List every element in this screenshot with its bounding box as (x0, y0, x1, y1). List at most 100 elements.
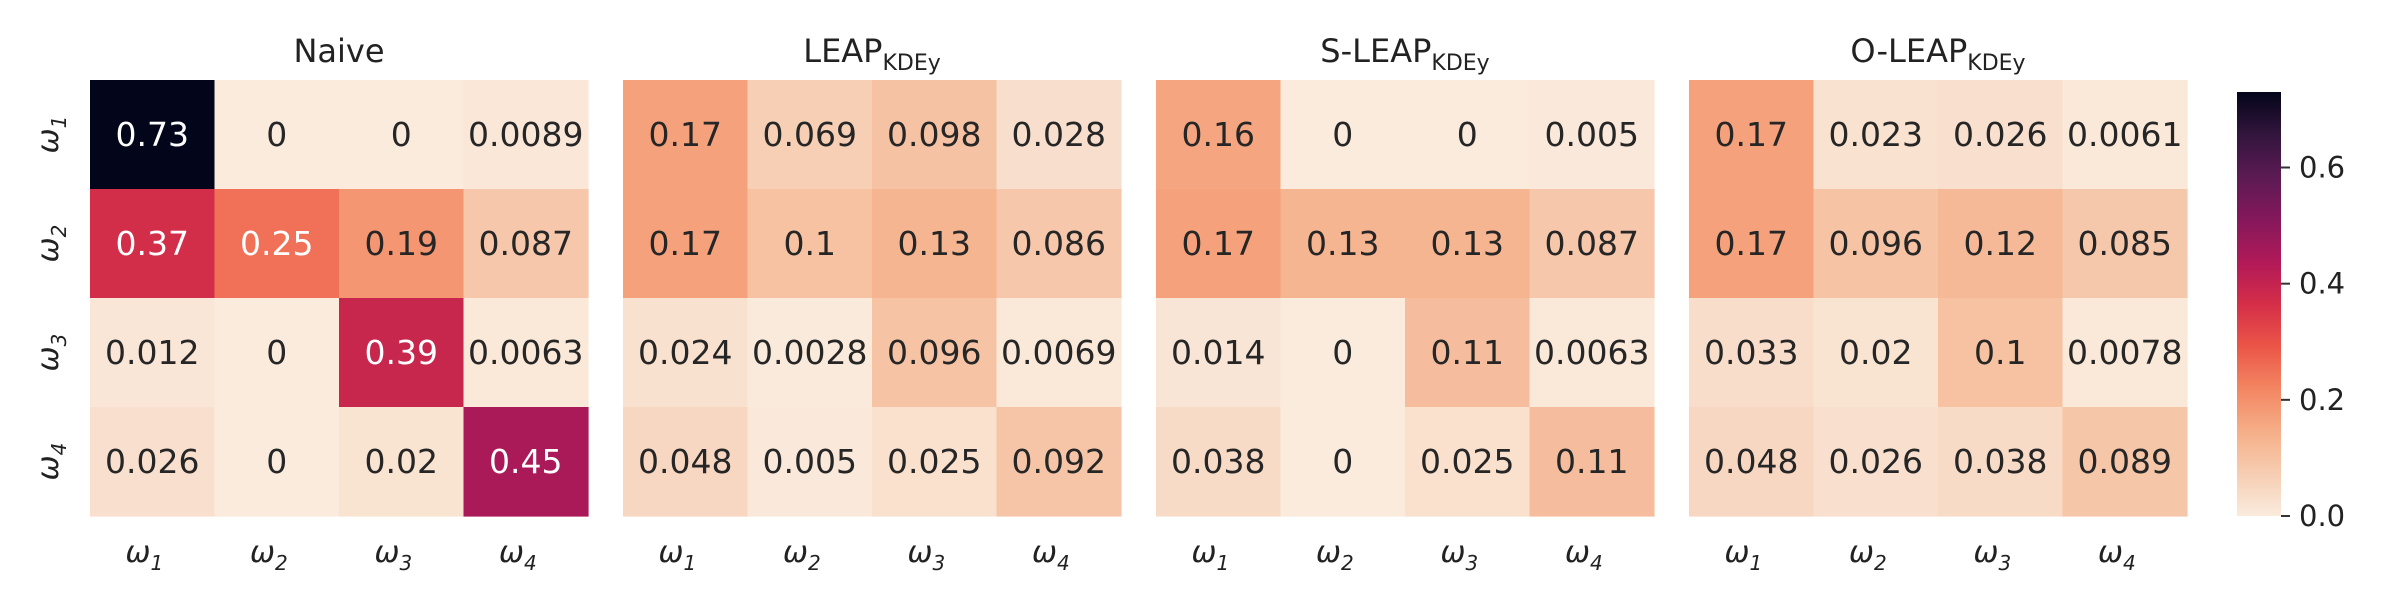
heatmap-cell (1156, 189, 1282, 299)
heatmap-cell (1813, 80, 1939, 190)
cell-value-label: 0.096 (1829, 224, 1923, 263)
heatmap-cell (872, 407, 998, 517)
heatmap-cell (90, 189, 216, 299)
cell-value-label: 0.098 (887, 115, 981, 154)
heatmap-cell (996, 189, 1122, 299)
heatmap-cell (1156, 407, 1282, 517)
cell-value-label: 0.038 (1171, 442, 1265, 481)
heatmap-cell (1405, 80, 1531, 190)
cell-value-label: 0.45 (489, 442, 562, 481)
heatmap-cell (2062, 80, 2188, 190)
cell-value-label: 0.087 (479, 224, 573, 263)
x-tick-label: ω3 (374, 535, 412, 575)
heatmap-cell (1156, 298, 1282, 408)
x-tick-label: ω1 (1724, 535, 1762, 575)
cell-value-label: 0.02 (1839, 333, 1912, 372)
cell-value-label: 0.033 (1704, 333, 1798, 372)
cell-value-label: 0.005 (1545, 115, 1639, 154)
heatmap-cell (1280, 189, 1406, 299)
cell-value-label: 0.0061 (2067, 115, 2182, 154)
cell-value-label: 0.37 (116, 224, 189, 263)
heatmap-panel: O-LEAPKDEy 0.17 0.023 0.026 0.0061 0.17 0.096 0… (1689, 32, 2188, 575)
cell-value-label: 0 (1332, 115, 1353, 154)
cell-value-label: 0.014 (1171, 333, 1265, 372)
x-tick-label: ω3 (907, 535, 945, 575)
cell-value-label: 0.17 (1715, 224, 1788, 263)
heatmap-cell (90, 407, 216, 517)
cell-value-label: 0.17 (1715, 115, 1788, 154)
heatmap-cell (1405, 189, 1531, 299)
heatmap-cell (90, 298, 216, 408)
heatmap-cell (339, 407, 465, 517)
heatmap-cell (872, 80, 998, 190)
cell-value-label: 0 (391, 115, 412, 154)
colorbar-gradient (2237, 92, 2281, 516)
colorbar-tick-label: 0.4 (2299, 267, 2345, 301)
cell-value-label: 0.11 (1555, 442, 1628, 481)
heatmap-cell (463, 407, 589, 517)
x-tick-label: ω4 (2098, 535, 2136, 575)
cell-value-label: 0.086 (1012, 224, 1106, 263)
cell-value-label: 0.16 (1182, 115, 1255, 154)
x-tick-label: ω2 (250, 535, 288, 575)
cell-value-label: 0.025 (1420, 442, 1514, 481)
cell-value-label: 0.0078 (2067, 333, 2182, 372)
heatmap-cell (2062, 298, 2188, 408)
x-tick-label: ω4 (1565, 535, 1603, 575)
heatmap-cell (1689, 407, 1815, 517)
cell-value-label: 0.0069 (1001, 333, 1116, 372)
cell-value-label: 0.012 (105, 333, 199, 372)
heatmap-cell (1156, 80, 1282, 190)
cell-value-label: 0.087 (1545, 224, 1639, 263)
heatmap-cell (747, 407, 873, 517)
heatmap-cell (214, 189, 340, 299)
cell-value-label: 0.11 (1431, 333, 1504, 372)
heatmap-cell (90, 80, 216, 190)
cell-value-label: 0.023 (1829, 115, 1923, 154)
heatmap-cell (1813, 189, 1939, 299)
cell-value-label: 0.39 (365, 333, 438, 372)
cell-value-label: 0.069 (763, 115, 857, 154)
panel-title: O-LEAPKDEy (1850, 32, 2025, 76)
heatmap-panel: S-LEAPKDEy 0.16 0 0 0.005 0.17 0.13 0.13 0.087 0.… (1156, 32, 1655, 575)
x-tick-label: ω2 (1849, 535, 1887, 575)
x-tick-label: ω1 (658, 535, 696, 575)
heatmap-cell (463, 189, 589, 299)
cell-value-label: 0.13 (898, 224, 971, 263)
heatmap-cell (747, 298, 873, 408)
heatmap-cell (747, 80, 873, 190)
cell-value-label: 0 (1332, 333, 1353, 372)
cell-value-label: 0.024 (638, 333, 732, 372)
heatmap-cell (1529, 189, 1655, 299)
cell-value-label: 0.19 (365, 224, 438, 263)
heatmap-cell (623, 407, 749, 517)
heatmap-panels: Naive 0.73 0 0 0.0089 0.37 0.25 0.19 0.087 0.012 0… (31, 32, 2188, 575)
cell-value-label: 0.026 (1829, 442, 1923, 481)
cell-value-label: 0 (1457, 115, 1478, 154)
x-tick-label: ω1 (125, 535, 163, 575)
cell-value-label: 0.12 (1964, 224, 2037, 263)
heatmap-cell (214, 407, 340, 517)
cell-value-label: 0.17 (649, 115, 722, 154)
heatmap-cell (623, 298, 749, 408)
cell-value-label: 0.089 (2078, 442, 2172, 481)
heatmap-cell (463, 298, 589, 408)
heatmap-cell (339, 298, 465, 408)
heatmap-cell (2062, 189, 2188, 299)
heatmap-cell (872, 298, 998, 408)
heatmap-cell (2062, 407, 2188, 517)
heatmap-cell (214, 298, 340, 408)
cell-value-label: 0.0063 (468, 333, 583, 372)
heatmap-cell (1280, 407, 1406, 517)
x-tick-label: ω4 (499, 535, 537, 575)
heatmap-cell (1938, 298, 2064, 408)
heatmap-cell (872, 189, 998, 299)
cell-value-label: 0.092 (1012, 442, 1106, 481)
heatmap-cell (996, 80, 1122, 190)
cell-value-label: 0.02 (365, 442, 438, 481)
x-tick-label: ω4 (1032, 535, 1070, 575)
heatmap-cell (1529, 80, 1655, 190)
heatmap-cell (1938, 189, 2064, 299)
cell-value-label: 0.096 (887, 333, 981, 372)
